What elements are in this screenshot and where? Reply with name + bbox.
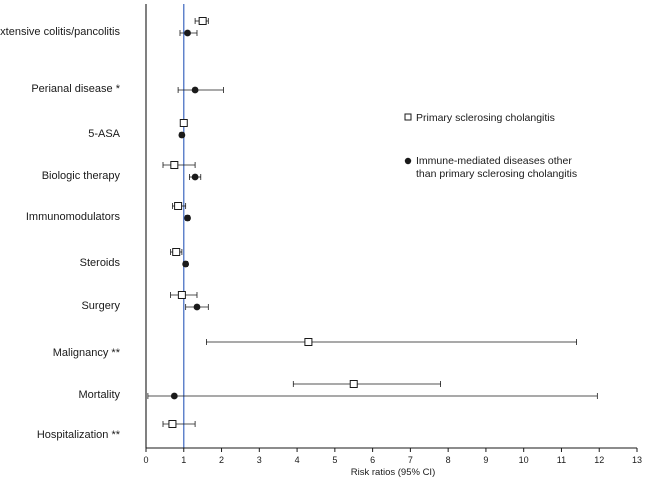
legend-label-psc: Primary sclerosing cholangitis xyxy=(416,112,555,124)
point-marker-imd xyxy=(191,173,199,181)
row-label: Malignancy ** xyxy=(53,347,121,359)
point-marker-imd xyxy=(193,303,201,311)
row-label: Mortality xyxy=(78,389,120,401)
row-label: Surgery xyxy=(81,300,120,312)
legend-label-imd: Immune-mediated diseases other than prima… xyxy=(416,155,577,180)
point-marker-psc xyxy=(170,161,179,169)
point-marker-imd xyxy=(170,392,178,400)
point-marker-psc xyxy=(304,338,313,346)
point-marker-psc xyxy=(349,380,358,388)
point-marker-imd xyxy=(182,260,190,268)
x-axis-title: Risk ratios (95% CI) xyxy=(351,467,435,478)
row-label: Steroids xyxy=(80,257,121,269)
x-tick-label: 8 xyxy=(446,455,451,465)
row-label: Biologic therapy xyxy=(42,170,121,182)
row-label: Perianal disease * xyxy=(31,83,120,95)
x-tick-label: 4 xyxy=(295,455,300,465)
row-label: Hospitalization ** xyxy=(37,429,121,441)
x-tick-label: 11 xyxy=(557,455,566,465)
x-tick-label: 2 xyxy=(219,455,224,465)
legend-circle-icon xyxy=(404,157,412,165)
point-marker-psc xyxy=(174,202,183,210)
row-label: Extensive colitis/pancolitis xyxy=(0,26,120,38)
x-tick-label: 3 xyxy=(257,455,262,465)
point-marker-psc xyxy=(172,248,181,256)
x-tick-label: 13 xyxy=(632,455,642,465)
point-marker-psc xyxy=(198,17,207,25)
point-marker-imd xyxy=(178,131,186,139)
x-tick-label: 5 xyxy=(332,455,337,465)
x-tick-label: 1 xyxy=(181,455,186,465)
x-tick-label: 0 xyxy=(143,455,148,465)
x-tick-label: 6 xyxy=(370,455,375,465)
point-marker-imd xyxy=(184,214,191,222)
legend-square-icon xyxy=(404,113,412,121)
point-marker-psc xyxy=(168,420,177,428)
point-marker-psc xyxy=(177,291,186,299)
row-label: Immunomodulators xyxy=(26,211,121,223)
point-marker-imd xyxy=(191,86,199,94)
point-marker-imd xyxy=(184,29,191,37)
x-tick-label: 12 xyxy=(594,455,604,465)
row-label: 5-ASA xyxy=(88,128,120,140)
x-tick-label: 10 xyxy=(519,455,529,465)
point-marker-psc xyxy=(179,119,188,127)
x-tick-label: 9 xyxy=(483,455,488,465)
x-tick-label: 7 xyxy=(408,455,413,465)
